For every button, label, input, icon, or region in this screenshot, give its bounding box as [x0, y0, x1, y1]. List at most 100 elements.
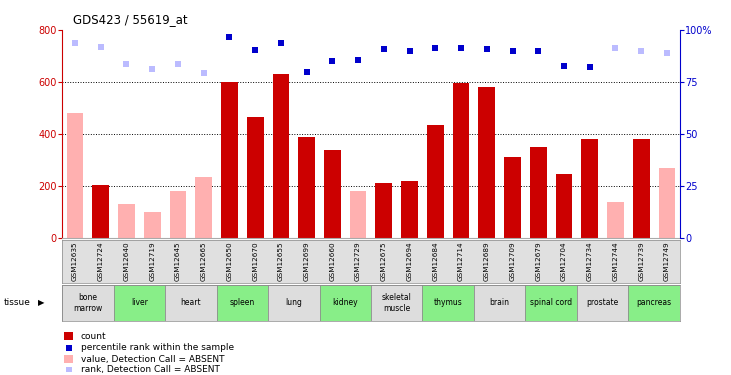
Text: GSM12739: GSM12739 [638, 241, 644, 281]
Text: GSM12665: GSM12665 [201, 241, 207, 281]
Point [63, 367, 75, 373]
Bar [165, 285, 216, 321]
Bar [526, 285, 577, 321]
Text: count: count [81, 332, 107, 341]
Bar [113, 285, 165, 321]
Text: spinal cord: spinal cord [530, 298, 572, 307]
Bar [371, 285, 423, 321]
Point [481, 46, 493, 52]
Text: tissue: tissue [4, 298, 31, 307]
Text: GSM12714: GSM12714 [458, 241, 464, 281]
Bar [67, 113, 83, 238]
Bar [556, 174, 572, 238]
Bar [474, 285, 526, 321]
Text: GSM12684: GSM12684 [432, 241, 439, 281]
Point [404, 48, 415, 54]
Bar [92, 185, 109, 238]
Bar [268, 285, 319, 321]
Text: GSM12694: GSM12694 [406, 241, 412, 281]
Text: GDS423 / 55619_at: GDS423 / 55619_at [73, 13, 188, 26]
Point [507, 48, 518, 54]
Text: rank, Detection Call = ABSENT: rank, Detection Call = ABSENT [81, 366, 220, 375]
Point [172, 61, 183, 67]
Point [146, 66, 158, 72]
Text: spleen: spleen [230, 298, 255, 307]
Point [352, 57, 364, 63]
Text: GSM12749: GSM12749 [664, 241, 670, 281]
Point [584, 64, 596, 70]
Text: kidney: kidney [333, 298, 358, 307]
Text: heart: heart [181, 298, 201, 307]
Text: GSM12645: GSM12645 [175, 241, 181, 281]
Point [224, 33, 235, 39]
Bar [247, 117, 264, 238]
Text: GSM12655: GSM12655 [278, 241, 284, 281]
Bar [376, 183, 393, 238]
Bar [423, 285, 474, 321]
Text: GSM12640: GSM12640 [124, 241, 129, 281]
Bar [195, 177, 212, 238]
Point [198, 70, 210, 76]
Text: GSM12719: GSM12719 [149, 241, 155, 281]
Point [635, 48, 647, 54]
Bar [427, 125, 444, 238]
Text: pancreas: pancreas [637, 298, 672, 307]
Bar [633, 139, 650, 238]
Point [121, 61, 132, 67]
Text: brain: brain [490, 298, 510, 307]
Text: GSM12744: GSM12744 [613, 241, 618, 281]
Bar [170, 191, 186, 238]
Bar [349, 191, 366, 238]
Text: bone
marrow: bone marrow [73, 293, 102, 312]
Point [378, 46, 390, 52]
Bar [64, 332, 73, 340]
Bar [504, 158, 521, 238]
Bar [144, 212, 161, 238]
Point [249, 46, 261, 53]
Text: prostate: prostate [586, 298, 618, 307]
Text: GSM12734: GSM12734 [587, 241, 593, 281]
Text: GSM12689: GSM12689 [484, 241, 490, 281]
Text: GSM12699: GSM12699 [303, 241, 310, 281]
Point [558, 63, 570, 69]
Text: liver: liver [131, 298, 148, 307]
Bar [452, 83, 469, 238]
Bar [319, 285, 371, 321]
Text: GSM12670: GSM12670 [252, 241, 258, 281]
Bar [118, 204, 135, 238]
Text: skeletal
muscle: skeletal muscle [382, 293, 412, 312]
Point [610, 45, 621, 51]
Bar [629, 285, 680, 321]
Point [661, 50, 673, 56]
Bar [478, 87, 495, 238]
Bar [401, 181, 418, 238]
Text: GSM12709: GSM12709 [510, 241, 515, 281]
Text: ▶: ▶ [38, 298, 45, 307]
Bar [577, 285, 629, 321]
Text: GSM12729: GSM12729 [355, 241, 361, 281]
Point [69, 40, 81, 46]
Point [95, 44, 107, 50]
Bar [530, 147, 547, 238]
Text: GSM12675: GSM12675 [381, 241, 387, 281]
Bar [324, 150, 341, 238]
Bar [216, 285, 268, 321]
Point [275, 40, 287, 46]
Bar [581, 139, 598, 238]
Text: GSM12650: GSM12650 [227, 241, 232, 281]
Text: GSM12704: GSM12704 [561, 241, 567, 281]
Point [430, 45, 442, 51]
Text: GSM12724: GSM12724 [98, 241, 104, 281]
Point [532, 48, 544, 54]
Text: GSM12635: GSM12635 [72, 241, 78, 281]
Bar [221, 82, 238, 238]
Bar [64, 355, 73, 363]
Bar [298, 136, 315, 238]
Text: value, Detection Call = ABSENT: value, Detection Call = ABSENT [81, 355, 224, 364]
Bar [659, 168, 675, 238]
Text: thymus: thymus [433, 298, 463, 307]
Point [327, 58, 338, 64]
Bar [273, 74, 289, 238]
Text: GSM12660: GSM12660 [330, 241, 336, 281]
Text: percentile rank within the sample: percentile rank within the sample [81, 343, 234, 352]
